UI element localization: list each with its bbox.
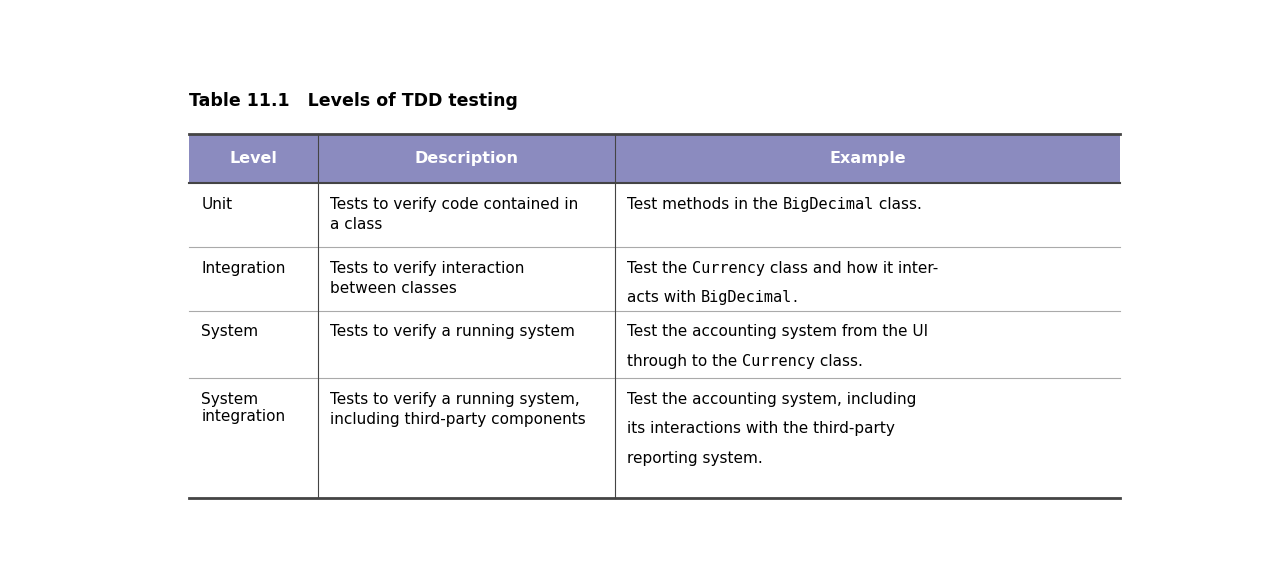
Text: Currency: Currency [693,260,766,276]
Text: Tests to verify code contained in
a class: Tests to verify code contained in a clas… [330,197,579,233]
Text: acts with: acts with [627,290,702,305]
Text: BigDecimal: BigDecimal [783,197,874,212]
Bar [189,135,1121,183]
Text: Tests to verify a running system: Tests to verify a running system [330,324,575,339]
Text: Tests to verify a running system,
including third-party components: Tests to verify a running system, includ… [330,392,585,427]
Bar [189,247,1121,311]
Text: class.: class. [874,197,923,212]
Text: class and how it inter-: class and how it inter- [766,260,938,276]
Bar [189,378,1121,471]
Text: .: . [792,290,797,305]
Bar [189,311,1121,378]
Text: Test the accounting system, including: Test the accounting system, including [627,392,916,407]
Text: reporting system.: reporting system. [627,451,763,466]
Text: Currency: Currency [743,354,815,369]
Text: Table 11.1   Levels of TDD testing: Table 11.1 Levels of TDD testing [189,92,519,110]
Text: System
integration: System integration [202,392,285,424]
Text: Test the: Test the [627,260,693,276]
Text: System: System [202,324,258,339]
Text: class.: class. [815,354,863,369]
Text: Integration: Integration [202,260,286,276]
Text: Example: Example [829,151,906,166]
Text: through to the: through to the [627,354,743,369]
Text: Test methods in the: Test methods in the [627,197,783,212]
Text: Tests to verify interaction
between classes: Tests to verify interaction between clas… [330,260,524,296]
Text: Level: Level [230,151,277,166]
Text: Description: Description [415,151,519,166]
Bar [189,183,1121,247]
Text: Unit: Unit [202,197,233,212]
Text: BigDecimal: BigDecimal [702,290,792,305]
Text: its interactions with the third-party: its interactions with the third-party [627,421,895,436]
Text: Test the accounting system from the UI: Test the accounting system from the UI [627,324,928,339]
